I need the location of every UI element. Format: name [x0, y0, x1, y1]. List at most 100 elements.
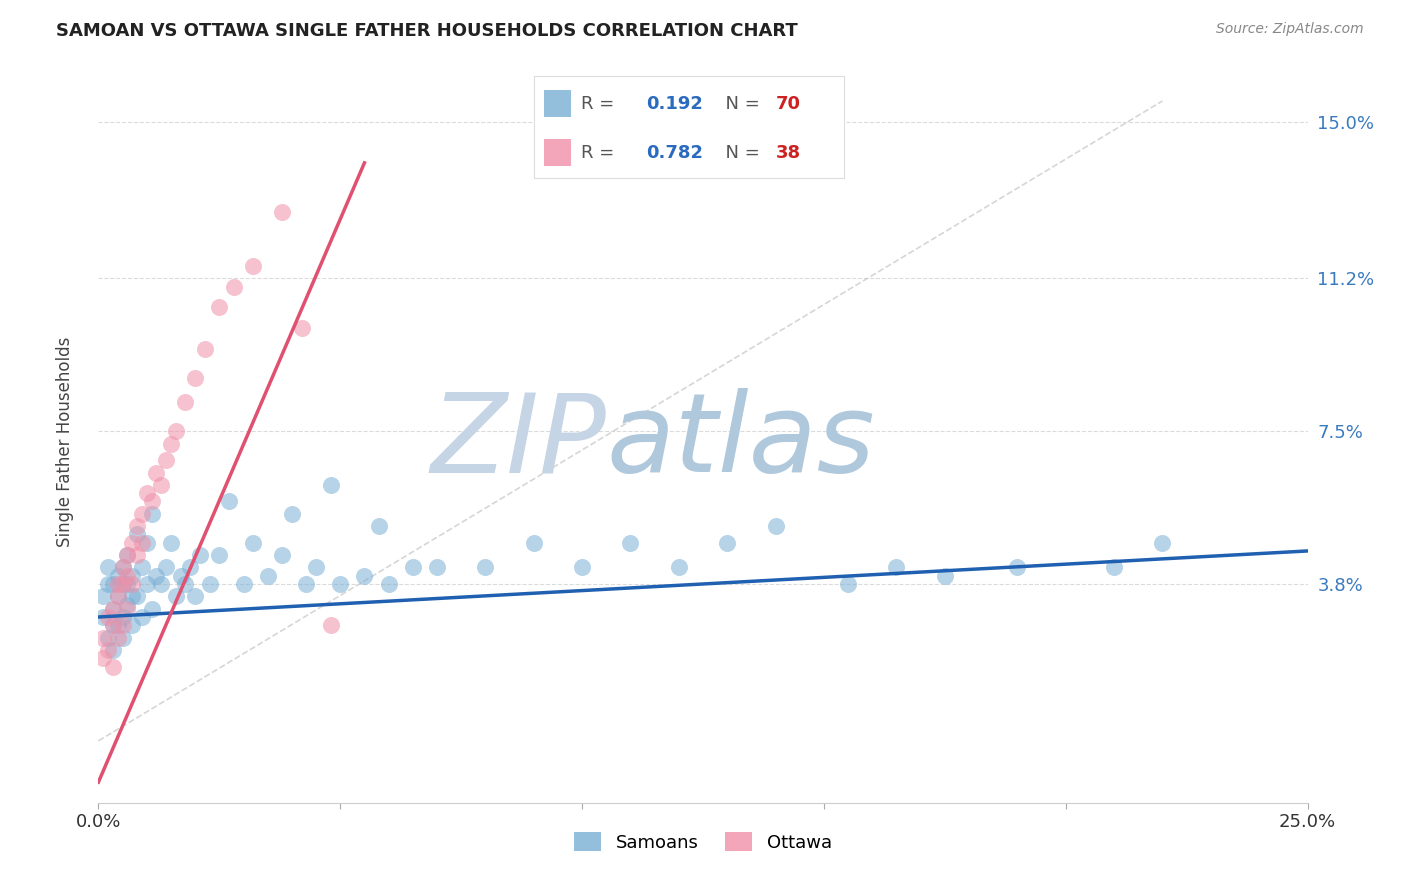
Point [121, 590, 143, 604]
Point [91, 651, 114, 665]
Point [174, 395, 197, 409]
Point [91, 590, 114, 604]
Point [271, 205, 294, 219]
Point [1102, 560, 1125, 574]
Point [165, 590, 187, 604]
Point [121, 535, 143, 549]
Point [402, 560, 425, 574]
Point [198, 577, 221, 591]
Point [184, 590, 207, 604]
Text: 38: 38 [776, 144, 800, 161]
Point [160, 436, 183, 450]
Point [107, 568, 129, 582]
Point [131, 560, 153, 574]
Point [150, 478, 173, 492]
Point [107, 590, 129, 604]
Point [150, 577, 173, 591]
Point [165, 424, 187, 438]
Text: N =: N = [714, 95, 765, 112]
Point [111, 560, 134, 574]
Point [426, 560, 449, 574]
Point [353, 568, 375, 582]
Point [145, 466, 167, 480]
Point [155, 453, 177, 467]
Point [121, 577, 143, 591]
Point [117, 548, 139, 562]
Point [208, 548, 231, 562]
Point [117, 548, 139, 562]
Point [141, 494, 163, 508]
Point [141, 507, 163, 521]
Bar [544, 90, 571, 117]
Point [474, 560, 496, 574]
Point [101, 601, 124, 615]
Point [194, 342, 217, 356]
Point [571, 560, 593, 574]
Point [121, 618, 143, 632]
Point [107, 618, 129, 632]
Point [716, 535, 738, 549]
Point [184, 370, 207, 384]
Point [131, 535, 153, 549]
Y-axis label: Single Father Households: Single Father Households [56, 336, 75, 547]
Point [117, 568, 139, 582]
Point [131, 610, 153, 624]
Point [188, 548, 211, 562]
Point [271, 548, 294, 562]
Point [886, 560, 908, 574]
Point [305, 560, 328, 574]
Point [290, 321, 312, 335]
Point [281, 507, 304, 521]
Point [934, 568, 956, 582]
Point [127, 548, 149, 562]
Text: 0.782: 0.782 [645, 144, 703, 161]
Point [174, 577, 197, 591]
Point [97, 577, 120, 591]
Point [121, 568, 143, 582]
Point [155, 560, 177, 574]
Point [97, 560, 120, 574]
Point [1152, 535, 1174, 549]
Point [377, 577, 399, 591]
Point [242, 259, 264, 273]
Point [117, 598, 139, 612]
Point [101, 618, 124, 632]
Point [329, 577, 352, 591]
Point [1007, 560, 1029, 574]
Point [107, 590, 129, 604]
Point [127, 590, 149, 604]
Text: R =: R = [581, 144, 620, 161]
Point [222, 279, 245, 293]
Point [765, 519, 787, 533]
Text: 70: 70 [776, 95, 800, 112]
Text: SAMOAN VS OTTAWA SINGLE FATHER HOUSEHOLDS CORRELATION CHART: SAMOAN VS OTTAWA SINGLE FATHER HOUSEHOLD… [56, 22, 799, 40]
Point [256, 568, 278, 582]
Text: Source: ZipAtlas.com: Source: ZipAtlas.com [1216, 22, 1364, 37]
Point [101, 659, 124, 673]
Point [232, 577, 254, 591]
Text: atlas: atlas [606, 388, 875, 495]
Text: R =: R = [581, 95, 620, 112]
Point [523, 535, 546, 549]
Point [295, 577, 318, 591]
Point [208, 301, 231, 315]
Point [135, 535, 157, 549]
Point [101, 601, 124, 615]
Point [111, 577, 134, 591]
Point [319, 478, 342, 492]
Point [117, 577, 139, 591]
Point [135, 486, 157, 500]
Point [131, 507, 153, 521]
Point [91, 631, 114, 645]
Point [619, 535, 641, 549]
Point [242, 535, 264, 549]
Point [127, 519, 149, 533]
Point [135, 577, 157, 591]
Text: 0.192: 0.192 [645, 95, 703, 112]
Point [145, 568, 167, 582]
Point [111, 560, 134, 574]
Point [101, 643, 124, 657]
Point [160, 535, 183, 549]
Point [97, 610, 120, 624]
Point [107, 631, 129, 645]
